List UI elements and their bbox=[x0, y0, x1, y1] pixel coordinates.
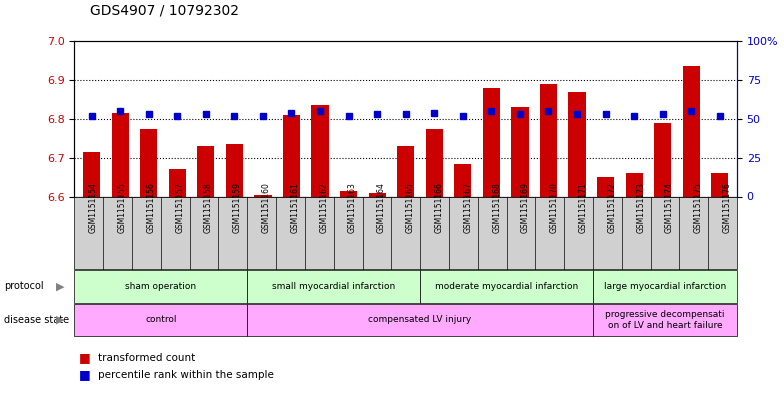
Text: GSM1151163: GSM1151163 bbox=[348, 182, 358, 233]
Text: compensated LV injury: compensated LV injury bbox=[368, 316, 472, 324]
Text: control: control bbox=[145, 316, 176, 324]
Text: small myocardial infarction: small myocardial infarction bbox=[272, 282, 395, 291]
Text: sham operation: sham operation bbox=[125, 282, 197, 291]
Text: ■: ■ bbox=[78, 368, 90, 381]
Text: GSM1151156: GSM1151156 bbox=[147, 182, 155, 233]
Text: progressive decompensati
on of LV and heart failure: progressive decompensati on of LV and he… bbox=[605, 310, 724, 330]
Text: disease state: disease state bbox=[4, 315, 69, 325]
Text: GSM1151174: GSM1151174 bbox=[665, 182, 674, 233]
Bar bbox=[511, 107, 528, 196]
Bar bbox=[140, 129, 158, 196]
Bar bbox=[568, 92, 586, 196]
Bar bbox=[540, 84, 557, 196]
Bar bbox=[711, 173, 728, 196]
Bar bbox=[169, 169, 186, 196]
Bar bbox=[83, 152, 100, 196]
Text: GSM1151160: GSM1151160 bbox=[262, 182, 270, 233]
Bar bbox=[254, 195, 271, 196]
Text: GSM1151157: GSM1151157 bbox=[176, 182, 184, 233]
Text: ▶: ▶ bbox=[56, 315, 65, 325]
Bar bbox=[683, 66, 700, 196]
Text: GSM1151161: GSM1151161 bbox=[291, 182, 299, 233]
Text: protocol: protocol bbox=[4, 281, 44, 292]
Bar bbox=[397, 146, 414, 196]
Text: transformed count: transformed count bbox=[98, 353, 195, 363]
Text: GSM1151158: GSM1151158 bbox=[204, 182, 213, 233]
Text: GSM1151176: GSM1151176 bbox=[723, 182, 731, 233]
Text: GSM1151168: GSM1151168 bbox=[492, 182, 501, 233]
Bar bbox=[626, 173, 643, 196]
Text: GSM1151173: GSM1151173 bbox=[636, 182, 645, 233]
Text: GDS4907 / 10792302: GDS4907 / 10792302 bbox=[90, 4, 239, 18]
Text: ▶: ▶ bbox=[56, 281, 65, 292]
Text: GSM1151171: GSM1151171 bbox=[579, 182, 587, 233]
Text: moderate myocardial infarction: moderate myocardial infarction bbox=[435, 282, 578, 291]
Text: GSM1151155: GSM1151155 bbox=[118, 182, 127, 233]
Text: GSM1151166: GSM1151166 bbox=[434, 182, 444, 233]
Text: GSM1151175: GSM1151175 bbox=[694, 182, 702, 233]
Text: GSM1151172: GSM1151172 bbox=[608, 182, 616, 233]
Bar bbox=[426, 129, 443, 196]
Bar bbox=[283, 115, 300, 196]
Text: GSM1151159: GSM1151159 bbox=[233, 182, 242, 233]
Text: GSM1151170: GSM1151170 bbox=[550, 182, 559, 233]
Bar bbox=[483, 88, 500, 196]
Text: percentile rank within the sample: percentile rank within the sample bbox=[98, 369, 274, 380]
Bar bbox=[654, 123, 671, 196]
Bar bbox=[311, 105, 328, 196]
Text: GSM1151169: GSM1151169 bbox=[521, 182, 530, 233]
Text: large myocardial infarction: large myocardial infarction bbox=[604, 282, 726, 291]
Text: GSM1151165: GSM1151165 bbox=[406, 182, 415, 233]
Bar bbox=[111, 113, 129, 196]
Text: GSM1151167: GSM1151167 bbox=[463, 182, 472, 233]
Bar bbox=[198, 146, 214, 196]
Bar bbox=[226, 144, 243, 196]
Text: GSM1151164: GSM1151164 bbox=[377, 182, 386, 233]
Bar bbox=[597, 177, 614, 196]
Bar bbox=[368, 193, 386, 196]
Text: GSM1151154: GSM1151154 bbox=[89, 182, 98, 233]
Text: ■: ■ bbox=[78, 351, 90, 364]
Bar bbox=[340, 191, 358, 196]
Text: GSM1151162: GSM1151162 bbox=[319, 182, 328, 233]
Bar bbox=[454, 163, 471, 196]
